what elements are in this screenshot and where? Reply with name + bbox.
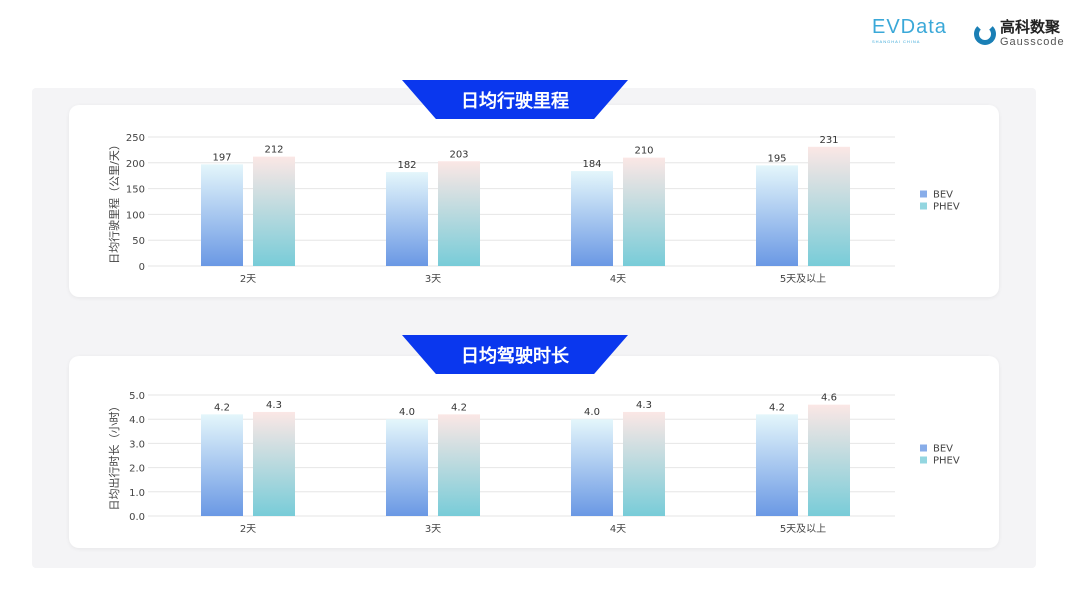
bar-bev (386, 419, 428, 516)
y-tick-label: 250 (126, 133, 145, 144)
y-tick-label: 5.0 (129, 391, 145, 402)
y-tick-label: 0 (139, 262, 145, 273)
gausscode-mark-icon (974, 23, 996, 45)
legend-label: PHEV (933, 202, 960, 213)
data-label: 203 (449, 149, 468, 160)
evdata-logo-sub: SHANGHAI CHINA (872, 39, 921, 44)
x-tick-label: 2天 (240, 524, 256, 535)
y-axis-label: 日均行驶里程（公里/天） (107, 139, 121, 264)
bar-bev (571, 171, 613, 266)
data-label: 212 (264, 145, 283, 156)
legend-swatch-phev (920, 202, 927, 210)
y-tick-label: 1.0 (129, 488, 145, 499)
y-tick-label: 50 (132, 236, 145, 247)
data-label: 4.3 (636, 400, 652, 411)
x-tick-label: 4天 (610, 274, 626, 285)
mileage-title: 日均行驶里程 (402, 80, 628, 119)
data-label: 4.2 (769, 402, 785, 413)
legend-label: BEV (933, 190, 953, 201)
x-tick-label: 4天 (610, 524, 626, 535)
x-tick-label: 5天及以上 (780, 523, 826, 535)
y-tick-label: 4.0 (129, 415, 145, 426)
y-tick-label: 0.0 (129, 512, 145, 523)
bar-bev (756, 414, 798, 516)
bar-phev (253, 411, 295, 516)
bar-bev (201, 164, 243, 266)
y-tick-label: 2.0 (129, 464, 145, 475)
bar-phev (808, 404, 850, 516)
data-label: 4.2 (451, 402, 467, 413)
bar-bev (756, 165, 798, 266)
y-tick-label: 200 (126, 159, 145, 170)
bar-phev (438, 161, 480, 266)
bar-phev (438, 414, 480, 516)
bar-phev (808, 146, 850, 266)
y-axis-label: 日均出行时长（小时） (107, 401, 121, 511)
bar-phev (623, 411, 665, 516)
data-label: 4.2 (214, 402, 230, 413)
legend-label: BEV (933, 444, 953, 455)
data-label: 4.0 (584, 407, 600, 418)
x-tick-label: 5天及以上 (780, 273, 826, 285)
bar-bev (571, 419, 613, 516)
legend-label: PHEV (933, 456, 960, 467)
x-tick-label: 3天 (425, 274, 441, 285)
data-label: 4.3 (266, 400, 282, 411)
x-tick-label: 3天 (425, 524, 441, 535)
bar-phev (253, 156, 295, 266)
y-tick-label: 150 (126, 185, 145, 196)
data-label: 197 (212, 152, 231, 163)
x-tick-label: 2天 (240, 274, 256, 285)
gausscode-cn: 高科数聚 (1000, 19, 1061, 36)
gausscode-en: Gausscode (1000, 36, 1065, 48)
data-label: 4.0 (399, 407, 415, 418)
y-tick-label: 100 (126, 210, 145, 221)
data-label: 182 (397, 160, 416, 171)
duration-title: 日均驾驶时长 (402, 335, 628, 374)
evdata-logo-text: EVData (872, 16, 947, 38)
legend-swatch-phev (920, 456, 927, 464)
bar-bev (386, 172, 428, 266)
data-label: 195 (767, 153, 786, 164)
bar-bev (201, 414, 243, 516)
legend-swatch-bev (920, 190, 927, 198)
bar-phev (623, 157, 665, 266)
data-label: 184 (582, 159, 601, 170)
y-tick-label: 3.0 (129, 439, 145, 450)
legend-swatch-bev (920, 444, 927, 452)
evdata-logo: EVData SHANGHAI CHINA (872, 16, 947, 44)
gausscode-logo: 高科数聚 Gausscode (974, 20, 1065, 48)
data-label: 231 (819, 135, 838, 146)
data-label: 4.6 (821, 393, 837, 404)
data-label: 210 (634, 146, 653, 157)
